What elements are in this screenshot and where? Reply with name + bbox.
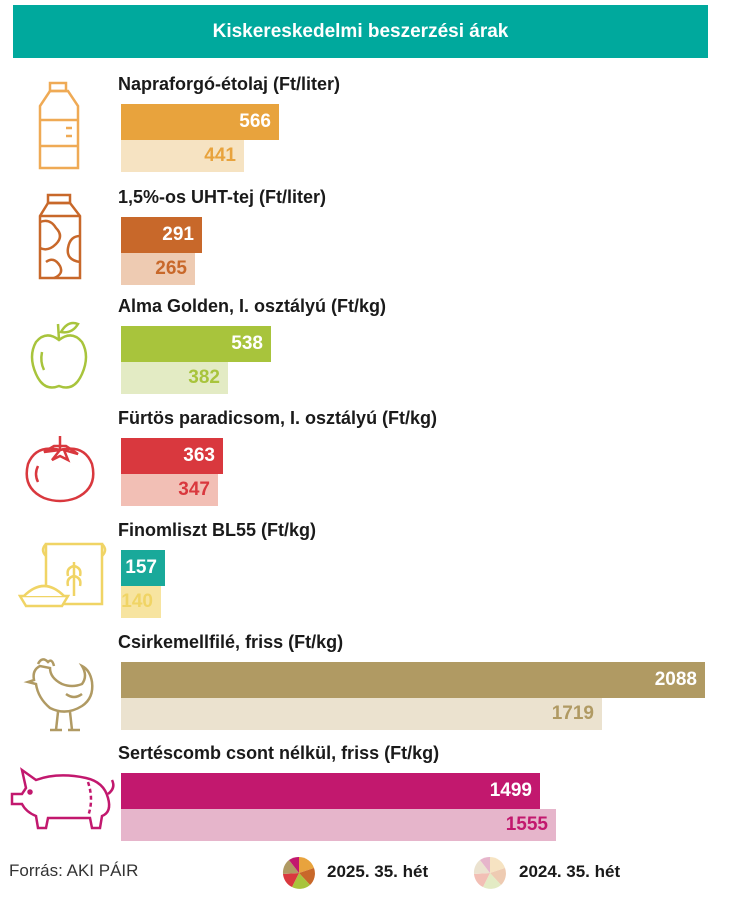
legend-previous-label: 2024. 35. hét [519,862,621,881]
apple-icon [30,321,88,389]
bar-current: 157 [121,550,165,586]
bar-previous: 441 [121,140,244,172]
chart-title: Kiskereskedelmi beszerzési árak [13,5,708,58]
category-label: Napraforgó-étolaj (Ft/liter) [118,74,341,94]
bar-previous: 1719 [121,698,602,730]
tomato-icon [25,436,95,503]
category-label: Sertéscomb csont nélkül, friss (Ft/kg) [118,743,440,763]
category-label: 1,5%-os UHT-tej (Ft/liter) [118,187,327,207]
legend-current-swatch-icon [282,856,315,889]
category-label: Finomliszt BL55 (Ft/kg) [118,520,316,540]
bar-current: 291 [121,217,202,253]
bar-previous: 382 [121,362,228,394]
oil-bottle-icon [38,81,80,170]
legend-previous-swatch-icon [473,856,506,889]
category-label: Fürtös paradicsom, I. osztályú (Ft/kg) [118,408,438,428]
chicken-icon [23,658,94,732]
category-label: Csirkemellfilé, friss (Ft/kg) [118,632,344,652]
flour-icon [18,542,107,608]
bar-current: 538 [121,326,271,362]
bar-previous: 140 [121,586,161,618]
bar-current: 566 [121,104,279,140]
pig-icon [10,767,115,830]
bar-current: 2088 [121,662,705,698]
legend-current-label: 2025. 35. hét [327,862,429,881]
source-note: Forrás: AKI PÁIR [9,861,139,880]
bar-previous: 347 [121,474,218,506]
category-label: Alma Golden, I. osztályú (Ft/kg) [118,296,387,316]
bar-previous: 1555 [121,809,556,841]
bar-previous: 265 [121,253,195,285]
milk-carton-icon [38,193,82,280]
bar-current: 1499 [121,773,540,809]
bar-current: 363 [121,438,223,474]
